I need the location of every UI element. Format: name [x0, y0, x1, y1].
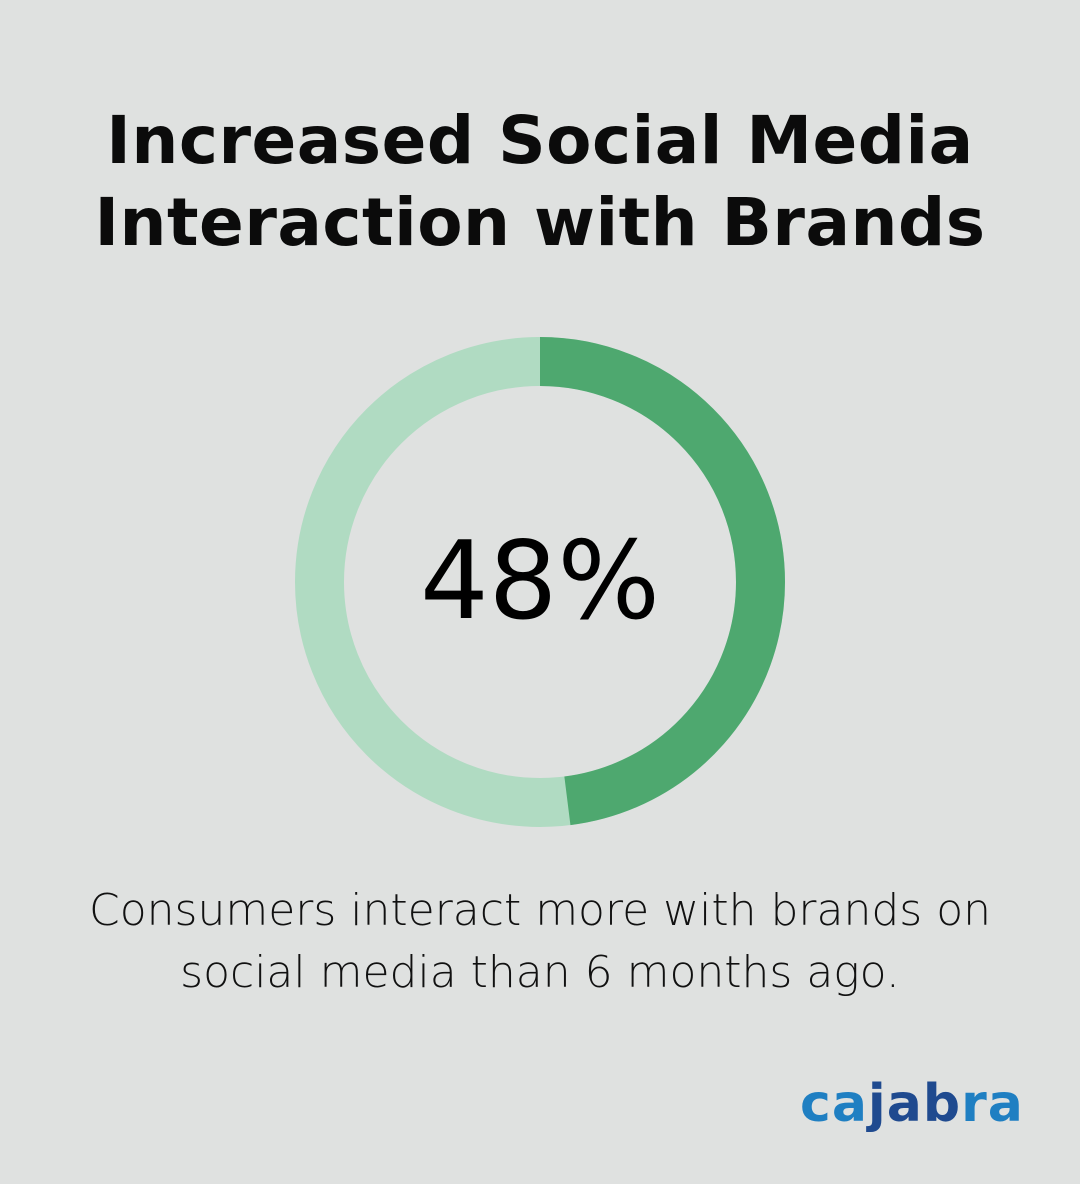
page-title: Increased Social Media Interaction with …	[0, 100, 1080, 264]
title-line-1: Increased Social Media	[106, 102, 974, 179]
donut-filled-segment	[295, 337, 785, 827]
caption-line-2: social media than 6 months ago.	[180, 947, 900, 998]
title-line-2: Interaction with Brands	[94, 184, 986, 261]
cajabra-logo: cajabra	[800, 1074, 1024, 1134]
caption: Consumers interact more with brands on s…	[0, 880, 1080, 1004]
logo-part-1: ca	[800, 1074, 868, 1134]
logo-part-3: ra	[961, 1074, 1024, 1134]
logo-part-2: jab	[867, 1074, 962, 1134]
stat-value: 48%	[419, 519, 661, 644]
caption-line-1: Consumers interact more with brands on	[89, 885, 991, 936]
